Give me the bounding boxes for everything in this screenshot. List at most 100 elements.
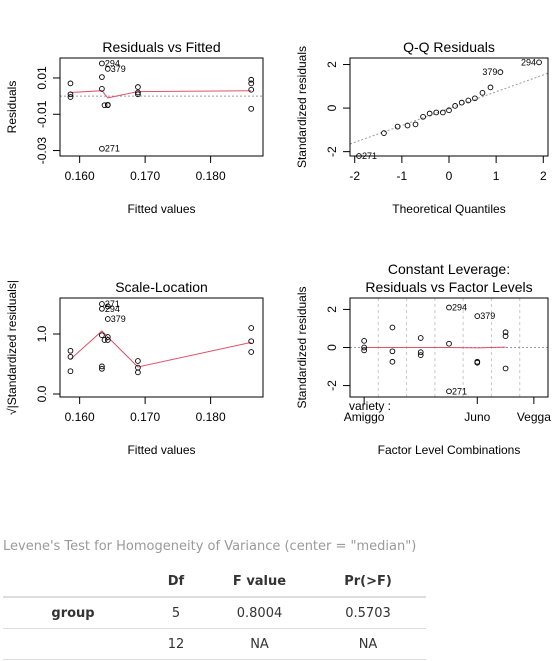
- data-point: [479, 89, 486, 96]
- data-point: [446, 388, 452, 395]
- data-point: [104, 303, 111, 310]
- y-tick-label: -0.03: [35, 137, 49, 165]
- point-label: 379: [480, 311, 495, 321]
- header-f-value: F value: [209, 566, 310, 598]
- x-tick-label: 0.160: [65, 410, 95, 424]
- data-point: [99, 332, 105, 339]
- y-axis-label: Standardized residuals: [295, 286, 309, 408]
- data-point: [67, 368, 74, 375]
- plot-frame: [59, 297, 264, 398]
- table-caption: Levene's Test for Homogeneity of Varianc…: [3, 539, 417, 554]
- x-tick-label: Amiggo: [344, 410, 385, 424]
- data-point: [67, 94, 74, 100]
- point-label: 379: [482, 67, 497, 77]
- data-point: [361, 344, 367, 351]
- factor-label: variety :: [349, 399, 391, 413]
- data-point: [99, 74, 105, 80]
- data-point: [248, 86, 255, 93]
- data-point: [487, 84, 494, 91]
- x-tick-label: -2: [349, 169, 360, 183]
- x-tick-label: 0.170: [130, 169, 160, 183]
- qq-reference-line: [349, 72, 549, 145]
- panel-4: Constant Leverage: Residuals vs Factor Le…: [295, 261, 551, 457]
- data-point: [502, 329, 509, 336]
- x-axis-label: Theoretical Quantiles: [392, 202, 505, 216]
- diagnostic-plots: Residuals vs Fitted Fitted values Residual…: [5, 39, 551, 457]
- row-name: group: [3, 597, 143, 629]
- point-label: 294: [521, 57, 536, 67]
- panel-subtitle: Residuals vs Factor Levels: [365, 279, 532, 295]
- data-point: [104, 337, 111, 343]
- data-point: [389, 358, 396, 365]
- data-point: [465, 97, 472, 104]
- data-point: [135, 91, 141, 98]
- x-tick-label: 0.180: [196, 410, 226, 424]
- cell-p-value: 0.5703: [310, 597, 426, 629]
- y-tick-label: 0.01: [35, 66, 49, 90]
- data-point: [389, 348, 396, 355]
- x-tick-label: 0.160: [65, 169, 95, 183]
- data-point: [135, 369, 141, 376]
- y-tick-label: 2: [325, 306, 339, 313]
- data-point: [248, 80, 255, 87]
- data-point: [99, 86, 105, 92]
- x-axis-label: Fitted values: [127, 202, 195, 216]
- cell-df: 5: [143, 597, 209, 629]
- data-point: [433, 109, 440, 116]
- data-point: [389, 324, 396, 331]
- data-point: [474, 359, 481, 366]
- levene-table: Df F value Pr(>F) group 5 0.8004 0.5703 …: [3, 566, 426, 660]
- point-label: 379: [111, 314, 126, 324]
- point-label: 294: [452, 303, 467, 313]
- data-point: [67, 91, 74, 98]
- data-point: [536, 59, 542, 66]
- header-p-value: Pr(>F): [310, 566, 426, 598]
- data-point: [440, 109, 446, 116]
- data-point: [104, 316, 111, 322]
- data-point: [502, 333, 509, 339]
- x-axis-label: Factor Level Combinations: [378, 443, 521, 457]
- row-name: [3, 628, 143, 660]
- data-point: [417, 349, 424, 356]
- x-tick-label: 0.180: [196, 169, 226, 183]
- x-tick-label: 1: [493, 169, 500, 183]
- data-point: [458, 99, 465, 106]
- y-tick-label: -2: [325, 380, 339, 391]
- y-tick-label: -0.01: [35, 100, 49, 128]
- header-df: Df: [143, 566, 209, 598]
- plot-frame: [349, 57, 549, 157]
- panel-title: Residuals vs Fitted: [102, 39, 220, 55]
- data-point: [135, 89, 141, 96]
- cell-f-value: NA: [209, 628, 310, 660]
- data-point: [472, 95, 478, 102]
- data-point: [104, 66, 111, 72]
- data-point: [248, 76, 255, 83]
- data-point: [361, 337, 367, 344]
- data-point: [417, 352, 424, 358]
- cell-p-value: NA: [310, 628, 426, 660]
- y-tick-label: 2: [325, 61, 339, 68]
- data-point: [99, 145, 105, 152]
- panel-3: Scale-Location Fitted values √|Standardize…: [5, 279, 264, 457]
- data-point: [99, 365, 105, 372]
- y-axis-label: √|Standardized residuals|: [5, 280, 19, 415]
- data-point: [104, 334, 111, 340]
- panel-1: Residuals vs Fitted Fitted values Residual…: [5, 39, 264, 216]
- table-header-row: Df F value Pr(>F): [3, 566, 426, 598]
- data-point: [426, 110, 433, 117]
- x-tick-label: -1: [397, 169, 408, 183]
- smoother-line: [70, 330, 252, 368]
- x-tick-label: 0: [446, 169, 453, 183]
- cell-df: 12: [143, 628, 209, 660]
- data-point: [361, 347, 367, 354]
- data-point: [420, 113, 426, 120]
- x-tick-label: Vegga: [517, 410, 551, 424]
- data-point: [101, 337, 108, 343]
- smoother-line: [364, 346, 506, 349]
- x-tick-label: Juno: [464, 410, 490, 424]
- y-tick-label: 0: [325, 104, 339, 111]
- data-point: [248, 338, 255, 345]
- data-point: [101, 102, 108, 109]
- panel-title: Constant Leverage:: [388, 261, 510, 277]
- panel-2: Q-Q Residuals Theoretical Quantiles Standa…: [295, 39, 549, 216]
